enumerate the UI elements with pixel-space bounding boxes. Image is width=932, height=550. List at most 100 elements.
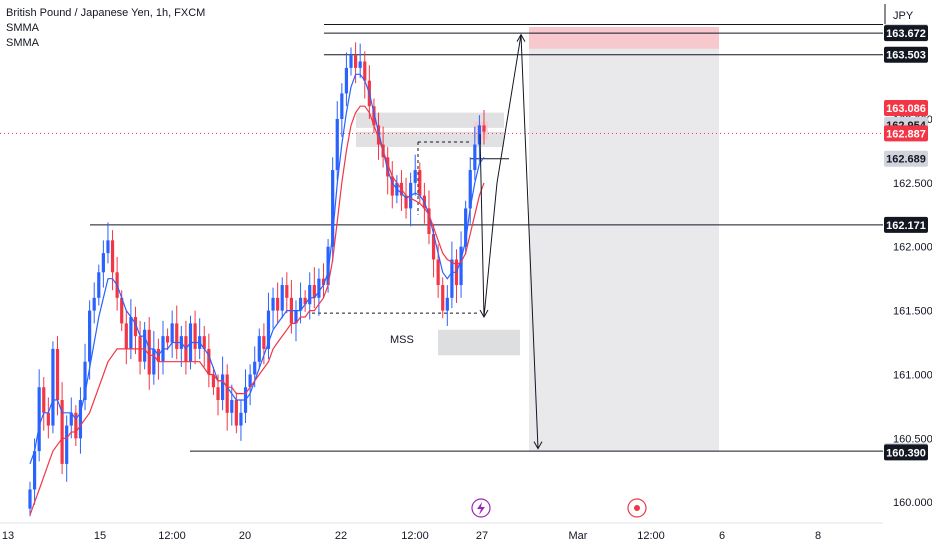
supply-box-lower[interactable] — [356, 131, 504, 148]
candle — [358, 43, 362, 79]
candle-body — [317, 278, 321, 298]
price-tag-bg — [884, 150, 928, 167]
price-tag[interactable]: 163.672 — [884, 25, 928, 42]
candle-body — [303, 297, 307, 305]
candle — [170, 310, 174, 358]
y-tick-label: 161.500 — [893, 306, 932, 318]
candle-body — [477, 125, 482, 145]
candle-body — [74, 412, 78, 439]
candle-body — [450, 259, 454, 298]
price-tag[interactable]: 162.887 — [884, 125, 928, 142]
supply-box[interactable] — [356, 112, 504, 128]
candle — [340, 83, 344, 137]
mss-label: MSS — [390, 334, 414, 346]
candle — [477, 115, 482, 163]
time-axis[interactable]: 13 15 12:00 20 22 12:00 27 Mar 12:00 6 8 — [0, 522, 883, 542]
price-tag[interactable]: 162.689 — [884, 150, 928, 167]
candle — [468, 157, 472, 224]
candle-body — [308, 285, 312, 305]
candle-body — [413, 170, 417, 183]
candle — [344, 52, 349, 107]
price-tag-label: 163.672 — [886, 28, 926, 40]
price-tag-label: 162.689 — [886, 154, 926, 166]
candle — [363, 51, 367, 99]
price-tag-bg — [884, 216, 928, 233]
price-tag[interactable]: 162.171 — [884, 216, 928, 233]
candle — [294, 300, 298, 342]
x-tick-label: Mar — [569, 530, 588, 542]
candle-body — [51, 348, 55, 426]
arrow-down-final — [533, 441, 543, 450]
legend-indicator-1[interactable]: SMMA — [6, 22, 39, 34]
price-tag[interactable]: 163.086 — [884, 99, 928, 116]
candle — [335, 101, 339, 181]
candle — [65, 415, 69, 482]
price-tag[interactable]: 163.503 — [884, 46, 928, 63]
lightning-icon[interactable] — [471, 498, 491, 518]
x-tick-label: 6 — [719, 530, 725, 542]
price-tag-label: 163.086 — [886, 103, 926, 115]
y-tick-label: 161.000 — [893, 369, 932, 381]
candle — [147, 316, 151, 390]
candle-body — [257, 336, 261, 362]
target-zone[interactable] — [529, 26, 719, 49]
candle-body — [464, 208, 468, 247]
arrow-down-mss — [479, 309, 489, 318]
candle — [239, 400, 243, 441]
candle-body — [294, 310, 298, 324]
candle-body — [129, 316, 133, 349]
candle — [413, 154, 417, 196]
x-tick-label: 22 — [335, 530, 347, 542]
price-tag-bg — [884, 25, 928, 42]
candle-body — [230, 400, 234, 413]
candle — [37, 369, 41, 462]
candle — [308, 272, 312, 320]
price-axis[interactable]: 163.000162.500162.000161.500161.000160.5… — [884, 24, 932, 509]
candle — [143, 322, 147, 370]
candle — [230, 384, 234, 426]
candle-body — [482, 125, 486, 132]
candle-body — [133, 316, 138, 337]
candle-body — [175, 323, 179, 349]
candle — [138, 320, 142, 375]
candle-body — [248, 374, 252, 388]
candle-body — [285, 285, 289, 298]
price-tag-label: 162.887 — [886, 128, 926, 140]
chart-legend: British Pound / Japanese Yen, 1h, FXCM S… — [6, 6, 205, 51]
candle-body — [97, 272, 101, 298]
projection-zone[interactable] — [529, 32, 719, 452]
candle-body — [101, 253, 105, 273]
candle — [450, 241, 454, 309]
candle-body — [46, 412, 50, 426]
candle-body — [376, 125, 381, 145]
drawings-layer — [479, 33, 543, 450]
candle-body — [271, 297, 275, 311]
candle-body — [42, 387, 46, 413]
candle — [376, 112, 381, 160]
candle — [179, 325, 183, 367]
candle-body — [211, 374, 216, 388]
candle — [74, 405, 78, 447]
candle-body — [83, 361, 87, 401]
candle — [349, 47, 353, 76]
candle-body — [441, 285, 445, 311]
candle-body — [60, 400, 64, 464]
projection-path[interactable] — [479, 34, 539, 449]
candle — [51, 341, 55, 434]
candle-body — [340, 93, 344, 119]
candle-body — [386, 157, 390, 177]
smma-slow-line[interactable] — [29, 105, 485, 516]
candle — [441, 277, 445, 319]
target-icon[interactable] — [627, 498, 647, 518]
candle-body — [372, 106, 376, 126]
zones-layer — [356, 26, 719, 452]
candle — [454, 249, 459, 303]
x-tick-label: 20 — [239, 530, 251, 542]
price-tag[interactable]: 160.390 — [884, 444, 928, 461]
candle-body — [459, 246, 463, 286]
candle — [248, 364, 252, 406]
candle — [390, 161, 394, 209]
legend-indicator-2[interactable]: SMMA — [6, 37, 39, 49]
demand-box[interactable] — [438, 329, 520, 356]
